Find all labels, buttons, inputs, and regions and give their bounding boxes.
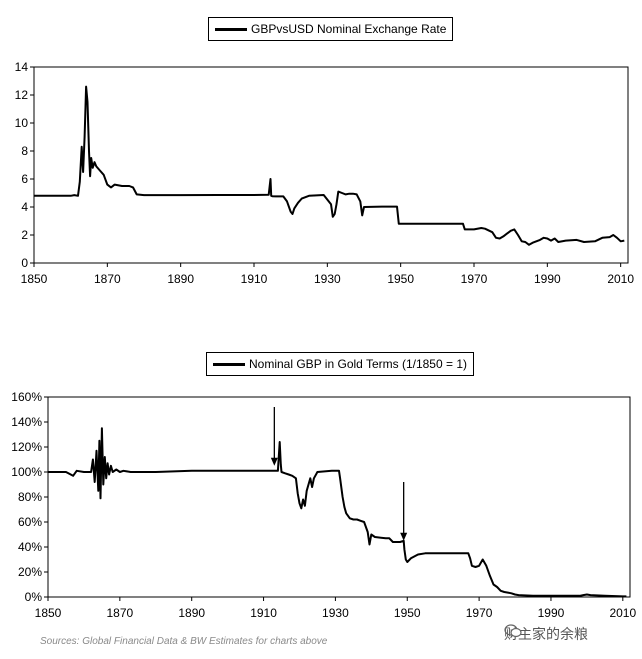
y-tick-label: 20% [18, 565, 42, 579]
x-tick-label: 1870 [107, 606, 134, 620]
x-tick-label: 1890 [167, 272, 194, 286]
chart2-legend: Nominal GBP in Gold Terms (1/1850 = 1) [206, 352, 474, 376]
plot-frame [33, 66, 629, 264]
chart-2: 0% 20% 40% 60% 80% 100% 120% 140% 160% 1850 1870 18… [11, 390, 636, 620]
x-tick-label: 1990 [538, 606, 565, 620]
y-tick-label: 60% [18, 515, 42, 529]
chart-1: 0 2 4 6 8 10 12 14 1850 1870 1890 1910 1930 1950 1970 1… [15, 60, 635, 286]
x-tick-label: 1910 [241, 272, 268, 286]
x-tick-label: 1990 [534, 272, 561, 286]
watermark: 财主家的余粮 [504, 624, 588, 644]
y-tick-label: 8 [21, 144, 28, 158]
y-tick-label: 2 [21, 228, 28, 242]
x-tick-label: 2010 [607, 272, 634, 286]
x-tick-label: 1850 [35, 606, 62, 620]
y-tick-label: 140% [11, 415, 42, 429]
wechat-icon [504, 624, 522, 638]
x-tick-label: 1930 [314, 272, 341, 286]
plot-frame [47, 396, 631, 598]
y-tick-label: 160% [11, 390, 42, 404]
legend-line-swatch [213, 362, 245, 366]
watermark-text: 财主家的余粮 [504, 626, 588, 642]
source-note: Sources: Global Financial Data & BW Esti… [40, 636, 328, 647]
y-tick-label: 10 [15, 116, 29, 130]
y-tick-label: 0% [25, 590, 43, 604]
x-tick-label: 1970 [466, 606, 493, 620]
x-tick-label: 1890 [178, 606, 205, 620]
x-tick-label: 1910 [250, 606, 277, 620]
x-tick-label: 1850 [21, 272, 48, 286]
x-tick-label: 1930 [322, 606, 349, 620]
y-tick-label: 80% [18, 490, 42, 504]
y-tick-label: 40% [18, 540, 42, 554]
chart1-legend-label: GBPvsUSD Nominal Exchange Rate [251, 22, 447, 36]
x-tick-label: 1870 [94, 272, 121, 286]
y-tick-label: 14 [15, 60, 29, 74]
annotation-arrowhead [400, 532, 408, 541]
y-tick-label: 12 [15, 88, 29, 102]
y-tick-label: 100% [11, 465, 42, 479]
annotation-arrowhead [270, 457, 278, 466]
x-tick-label: 1950 [387, 272, 414, 286]
x-tick-label: 1970 [461, 272, 488, 286]
y-tick-label: 6 [21, 172, 28, 186]
y-tick-label: 4 [21, 200, 28, 214]
legend-line-swatch [215, 27, 247, 31]
series-line [48, 427, 627, 598]
x-tick-label: 2010 [609, 606, 636, 620]
y-tick-label: 120% [11, 440, 42, 454]
y-tick-label: 0 [21, 256, 28, 270]
chart2-legend-label: Nominal GBP in Gold Terms (1/1850 = 1) [249, 357, 467, 371]
x-tick-label: 1950 [394, 606, 421, 620]
chart1-legend: GBPvsUSD Nominal Exchange Rate [208, 17, 454, 41]
series-line [34, 85, 625, 246]
